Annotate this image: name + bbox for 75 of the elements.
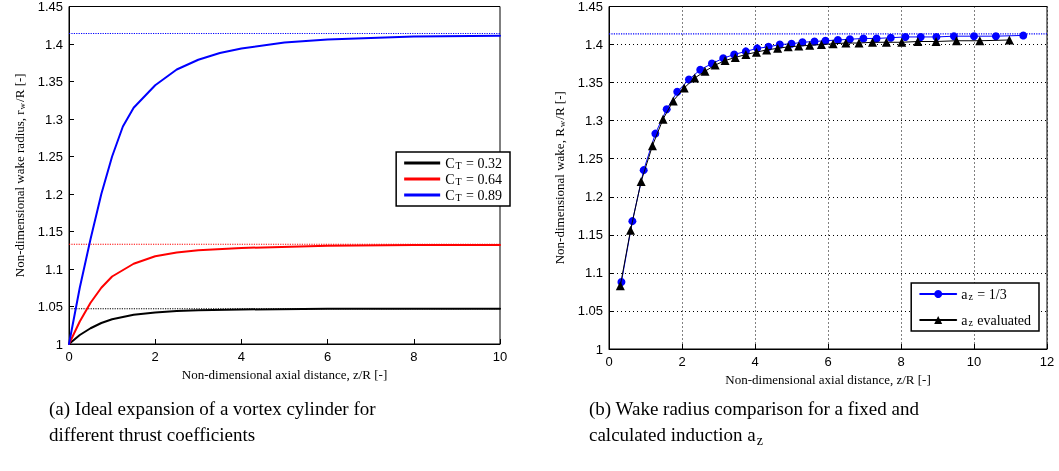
- y-tick-label: 1.2: [584, 189, 603, 205]
- point: [805, 40, 815, 50]
- y-tick-label: 1.1: [44, 261, 63, 277]
- point: [696, 65, 705, 74]
- y-tick-label: 1.45: [577, 0, 603, 14]
- y-tick-label: 1: [55, 336, 63, 352]
- point: [841, 38, 851, 48]
- point: [951, 36, 961, 46]
- point: [626, 225, 636, 235]
- point: [872, 34, 881, 43]
- y-tick-label: 1.25: [577, 151, 603, 167]
- x-tick-label: 10: [492, 349, 508, 364]
- x-tick-label: 0: [65, 349, 73, 364]
- legend-label: CT = 0.89: [445, 187, 503, 203]
- x-tick-label: 10: [966, 354, 982, 369]
- x-tick-label: 12: [1039, 354, 1055, 369]
- legend-label: CT = 0.64: [445, 171, 503, 187]
- point: [833, 35, 842, 44]
- y-tick-label: 1.35: [577, 75, 603, 91]
- point: [1019, 31, 1028, 40]
- point: [931, 37, 941, 47]
- y-tick-label: 1.1: [584, 265, 603, 281]
- x-axis-title: Non-dimensional axial distance, z/R [-]: [181, 366, 388, 382]
- point: [636, 177, 646, 187]
- point: [913, 37, 923, 47]
- point: [794, 41, 804, 51]
- point: [859, 34, 868, 43]
- y-tick-label: 1.05: [577, 303, 603, 319]
- point: [690, 73, 700, 83]
- point: [901, 32, 910, 41]
- y-tick-label: 1: [595, 341, 603, 357]
- point: [881, 37, 891, 47]
- point: [751, 47, 761, 57]
- point: [949, 32, 958, 41]
- point: [991, 32, 1000, 41]
- x-tick-label: 6: [824, 354, 832, 369]
- x-tick-label: 0: [605, 354, 613, 369]
- x-tick-label: 8: [410, 349, 418, 364]
- x-tick-label: 2: [151, 349, 159, 364]
- point: [854, 38, 864, 48]
- x-tick-label: 6: [323, 349, 332, 364]
- point: [710, 60, 720, 70]
- y-tick-label: 1.25: [37, 149, 63, 164]
- y-tick-label: 1.35: [37, 74, 63, 89]
- y-tick-label: 1.3: [584, 113, 603, 129]
- legend-label: az = 1/3: [961, 286, 1007, 302]
- point: [970, 32, 978, 41]
- text: (a) Ideal expansion of a vortex cylinder for different thrust coefficients: [49, 397, 381, 445]
- y-tick-label: 1.05: [37, 299, 63, 314]
- x-axis-title: Non-dimensional axial distance, z/R [-]: [725, 371, 931, 387]
- point: [886, 33, 895, 42]
- y-axis-title: Non-dimensional wake, Rw/R [-]: [552, 91, 567, 265]
- x-tick-label: 8: [897, 354, 905, 369]
- point: [897, 37, 907, 47]
- x-tick-label: 2: [678, 354, 686, 369]
- point: [845, 35, 854, 44]
- y-tick-label: 1.3: [44, 111, 63, 127]
- y-tick-label: 1.2: [44, 186, 63, 202]
- point: [647, 141, 657, 151]
- y-axis-title: Non-dimensional wake radius, rw/R [-]: [12, 73, 27, 278]
- point: [658, 114, 668, 124]
- point: [868, 37, 878, 47]
- legend-label: az evaluated: [961, 312, 1032, 328]
- x-tick-label: 4: [237, 349, 246, 364]
- y-tick-label: 1.4: [44, 36, 63, 52]
- point: [700, 66, 710, 76]
- y-tick-label: 1.15: [577, 227, 603, 243]
- point: [916, 32, 925, 41]
- y-tick-label: 1.45: [37, 0, 63, 14]
- point: [816, 40, 826, 50]
- y-tick-label: 1.4: [584, 37, 603, 53]
- point: [773, 43, 783, 53]
- legend-label: CT = 0.32: [445, 155, 503, 171]
- y-tick-label: 1.15: [37, 224, 63, 239]
- x-tick-label: 4: [751, 354, 759, 369]
